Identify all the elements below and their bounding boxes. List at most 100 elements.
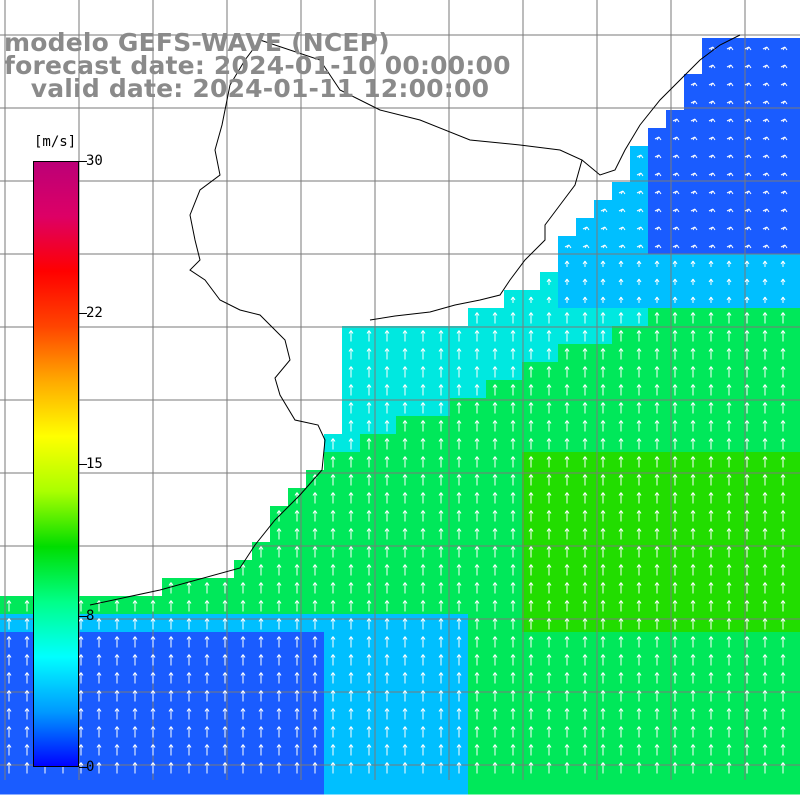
- wind-arrow: [312, 528, 318, 540]
- wind-arrow: [528, 296, 534, 303]
- wind-arrow: [348, 474, 354, 486]
- wind-arrow: [402, 456, 408, 468]
- wind-arrow: [618, 226, 626, 231]
- wind-arrow: [330, 708, 336, 720]
- wind-arrow: [384, 582, 390, 594]
- wind-arrow: [438, 384, 444, 396]
- wind-cell: [576, 218, 595, 237]
- wind-arrow: [96, 672, 102, 684]
- wind-arrow: [600, 474, 606, 486]
- wind-arrow: [366, 762, 372, 774]
- wind-arrow: [330, 672, 336, 684]
- wind-cell: [522, 776, 541, 795]
- wind-cell: [738, 128, 757, 147]
- wind-arrow: [636, 726, 642, 738]
- wind-cell: [792, 632, 800, 651]
- wind-arrow: [582, 744, 588, 756]
- wind-arrow: [420, 654, 426, 666]
- wind-arrow: [636, 226, 644, 231]
- wind-arrow: [708, 278, 714, 285]
- wind-arrow: [474, 420, 480, 432]
- wind-arrow: [618, 690, 624, 702]
- wind-cell: [288, 776, 307, 795]
- wind-cell: [792, 722, 800, 741]
- wind-arrow: [654, 672, 660, 684]
- wind-arrow: [762, 528, 768, 540]
- wind-arrow: [726, 260, 732, 267]
- wind-arrow: [96, 762, 102, 774]
- wind-cell: [216, 776, 235, 795]
- wind-arrow: [672, 456, 678, 468]
- wind-arrow: [672, 330, 678, 342]
- wind-arrow: [582, 582, 588, 594]
- wind-arrow: [708, 402, 714, 414]
- wind-arrow: [474, 726, 480, 738]
- wind-arrow: [168, 672, 174, 684]
- wind-arrow: [780, 546, 786, 558]
- wind-arrow: [456, 564, 462, 576]
- wind-cell: [684, 146, 703, 165]
- wind-arrow: [564, 510, 570, 522]
- wind-cell: [738, 182, 757, 201]
- wind-arrow: [384, 456, 390, 468]
- wind-arrow: [6, 636, 12, 648]
- wind-cell: [774, 218, 793, 237]
- wind-arrow: [672, 260, 678, 267]
- wind-arrow: [510, 528, 516, 540]
- wind-arrow: [348, 420, 354, 432]
- wind-arrow: [186, 582, 192, 594]
- wind-arrow: [150, 636, 156, 648]
- wind-arrow: [528, 492, 534, 504]
- wind-arrow: [780, 226, 788, 231]
- wind-arrow: [258, 654, 264, 666]
- wind-arrow: [654, 600, 660, 612]
- wind-arrow: [600, 384, 606, 396]
- wind-arrow: [168, 690, 174, 702]
- wind-arrow: [438, 582, 444, 594]
- wind-arrow: [744, 528, 750, 540]
- wind-arrow: [456, 492, 462, 504]
- wind-arrow: [330, 564, 336, 576]
- wind-arrow: [546, 708, 552, 720]
- wind-arrow: [672, 744, 678, 756]
- wind-arrow: [240, 690, 246, 702]
- wind-arrow: [636, 582, 642, 594]
- wind-arrow: [510, 582, 516, 594]
- wind-arrow: [240, 564, 246, 576]
- wind-cell: [72, 776, 91, 795]
- wind-arrow: [780, 384, 786, 396]
- wind-arrow: [330, 456, 336, 468]
- wind-arrow: [528, 672, 534, 684]
- wind-cell: [234, 776, 253, 795]
- wind-arrow: [708, 366, 714, 378]
- wind-cell: [504, 776, 523, 795]
- wind-arrow: [348, 564, 354, 576]
- wind-arrow: [582, 456, 588, 468]
- wind-arrow: [618, 190, 626, 195]
- wind-arrow: [258, 744, 264, 756]
- wind-cell: [774, 92, 793, 111]
- wind-arrow: [744, 726, 750, 738]
- wind-arrow: [420, 456, 426, 468]
- wind-arrow: [564, 636, 570, 648]
- wind-cell: [792, 272, 800, 291]
- wind-cell: [648, 776, 667, 795]
- wind-arrow: [528, 636, 534, 648]
- wind-arrow: [600, 208, 608, 213]
- wind-arrow: [528, 366, 534, 378]
- wind-arrow: [384, 402, 390, 414]
- wind-arrow: [780, 600, 786, 612]
- wind-arrow: [510, 708, 516, 720]
- wind-arrow: [384, 366, 390, 378]
- wind-arrow: [528, 708, 534, 720]
- wind-arrow: [744, 296, 750, 303]
- wind-cell: [648, 182, 667, 201]
- wind-arrow: [402, 330, 408, 342]
- wind-arrow: [366, 528, 372, 540]
- wind-arrow: [114, 726, 120, 738]
- wind-cell: [666, 164, 685, 183]
- wind-arrow: [744, 154, 752, 159]
- wind-arrow: [402, 420, 408, 432]
- wind-arrow: [492, 708, 498, 720]
- wind-arrow: [294, 654, 300, 666]
